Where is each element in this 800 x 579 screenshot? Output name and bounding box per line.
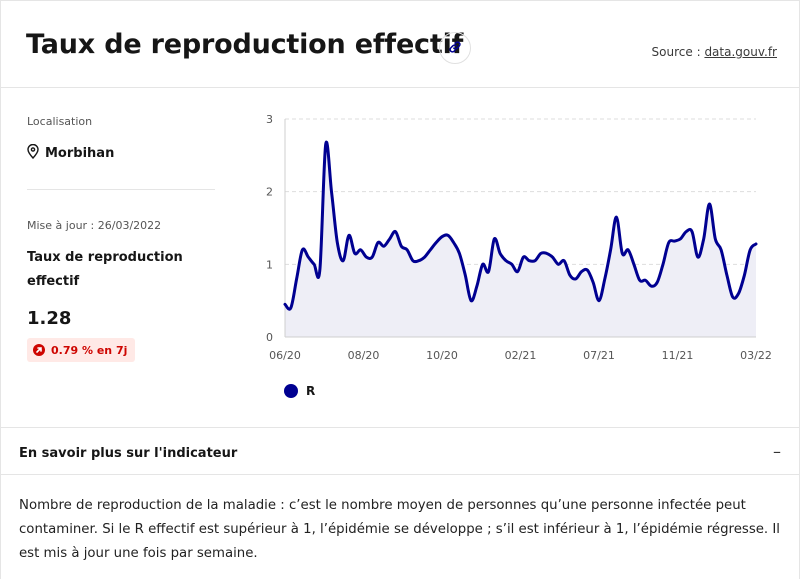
indicator-name: Taux de reproduction effectif bbox=[27, 250, 183, 289]
arrow-up-right-icon bbox=[33, 344, 45, 356]
y-tick-label: 3 bbox=[266, 113, 273, 126]
area-fill bbox=[285, 142, 756, 337]
card-header: Taux de reproduction effectif Source : d… bbox=[1, 1, 800, 88]
change-text: 0.79 % en 7j bbox=[51, 343, 128, 357]
legend-label: R bbox=[306, 384, 316, 398]
x-tick-label: 08/20 bbox=[348, 349, 380, 362]
y-tick-label: 1 bbox=[266, 258, 273, 271]
chart-legend: R bbox=[284, 384, 315, 398]
source-info: Source : data.gouv.fr bbox=[652, 45, 777, 59]
learn-more-section: En savoir plus sur l'indicateur – Nombre… bbox=[1, 427, 800, 561]
location-name: Morbihan bbox=[45, 146, 115, 161]
x-tick-label: 11/21 bbox=[662, 349, 694, 362]
x-tick-label: 02/21 bbox=[505, 349, 537, 362]
divider bbox=[27, 189, 215, 190]
collapse-toggle[interactable]: – bbox=[773, 442, 781, 461]
divider bbox=[1, 474, 800, 475]
link-icon bbox=[448, 39, 462, 58]
x-tick-label: 03/22 bbox=[740, 349, 772, 362]
page-title: Taux de reproduction effectif bbox=[26, 29, 464, 60]
x-tick-label: 07/21 bbox=[583, 349, 615, 362]
location: Morbihan bbox=[27, 143, 115, 163]
series-line-r bbox=[283, 140, 758, 311]
indicator-description: Nombre de reproduction de la maladie : c… bbox=[19, 498, 781, 561]
x-tick-label: 10/20 bbox=[426, 349, 458, 362]
map-pin-icon bbox=[27, 143, 39, 163]
indicator-value: 1.28 bbox=[27, 308, 72, 329]
r-chart: 0 1 2 3 06/20 08/20 10/20 02/21 07/21 11/21 03/22 bbox=[266, 113, 772, 362]
location-label: Localisation bbox=[27, 115, 93, 128]
source-label: Source : bbox=[651, 45, 705, 59]
y-tick-label: 2 bbox=[266, 186, 273, 199]
y-tick-label: 0 bbox=[266, 331, 273, 344]
update-date: Mise à jour : 26/03/2022 bbox=[27, 219, 162, 232]
legend-swatch bbox=[284, 384, 298, 398]
x-tick-label: 06/20 bbox=[269, 349, 301, 362]
change-badge: 0.79 % en 7j bbox=[27, 338, 136, 362]
copy-link-button[interactable] bbox=[439, 32, 471, 64]
learn-more-heading[interactable]: En savoir plus sur l'indicateur bbox=[19, 446, 238, 461]
source-link[interactable]: data.gouv.fr bbox=[704, 45, 777, 59]
